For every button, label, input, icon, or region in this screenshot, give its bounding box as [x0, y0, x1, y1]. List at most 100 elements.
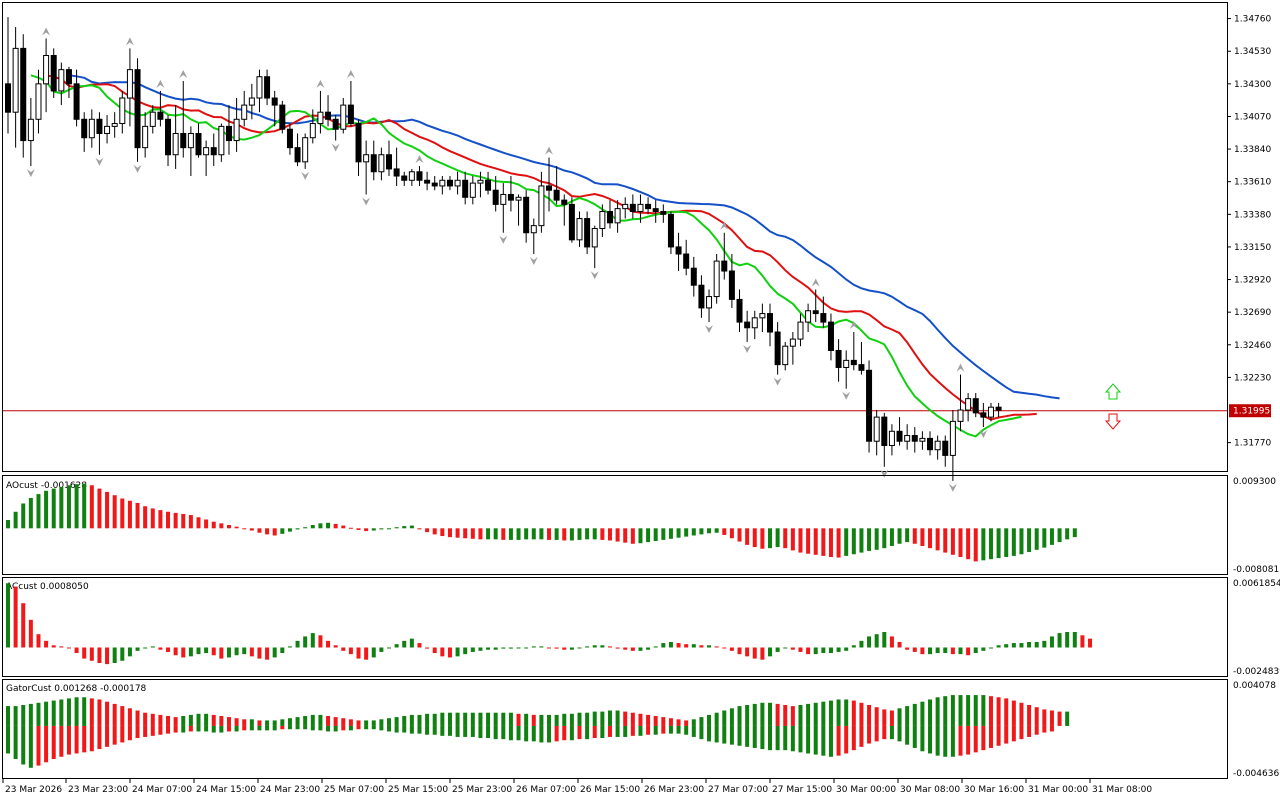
- histogram-bar-down: [181, 513, 186, 529]
- histogram-bar-down: [600, 528, 605, 540]
- fractal-down-icon: [133, 164, 142, 173]
- candle: [203, 140, 210, 177]
- gator-upper-bar: [59, 699, 64, 726]
- histogram-bar-down: [158, 510, 163, 529]
- gator-lower-bar: [539, 725, 544, 743]
- bull-candle-body: [363, 154, 370, 163]
- bear-candle-body: [134, 69, 141, 149]
- candle: [347, 81, 354, 127]
- candle: [721, 232, 728, 280]
- histogram-bar-up: [387, 528, 391, 530]
- candle: [43, 38, 50, 113]
- histogram-bar-down: [173, 647, 178, 656]
- gator-lower-bar: [440, 725, 445, 736]
- histogram-bar-down: [341, 525, 346, 529]
- gator-lower-bar: [714, 725, 719, 743]
- gator-upper-bar: [912, 703, 917, 726]
- histogram-bar-down: [737, 647, 742, 655]
- candle: [126, 48, 133, 127]
- bear-candle-body: [858, 364, 865, 371]
- histogram-bar-down: [447, 528, 452, 538]
- histogram-bar-up: [661, 643, 666, 648]
- fractal-up-icon: [849, 321, 858, 330]
- gator-lower-bar: [341, 725, 346, 731]
- candle: [827, 313, 834, 361]
- bear-candle-body: [942, 440, 949, 456]
- histogram-bar-up: [600, 645, 605, 648]
- gator-lower-bar: [859, 725, 864, 747]
- histogram-bar-up: [303, 636, 308, 648]
- histogram-bar-up: [1049, 528, 1054, 545]
- gator-lower-bar: [333, 725, 338, 732]
- histogram-bar-up: [577, 647, 582, 649]
- gator-lower-bar: [455, 725, 460, 737]
- gator-upper-bar: [722, 710, 727, 726]
- candle: [401, 171, 408, 186]
- gator-upper-bar: [166, 716, 171, 726]
- histogram-bar-down: [219, 523, 224, 529]
- histogram-bar-down: [211, 521, 216, 529]
- fractal-down-icon: [95, 157, 104, 166]
- histogram-bar-up: [1042, 528, 1047, 548]
- histogram-bar-down: [630, 647, 635, 651]
- candle: [843, 350, 850, 389]
- histogram-bar-up: [463, 647, 468, 655]
- ac-pane[interactable]: ACcust 0.0008050 0.0061854 -0.0024839: [2, 577, 1280, 678]
- gator-lower-bar: [135, 725, 140, 739]
- histogram-bar-up: [1057, 633, 1062, 648]
- gator-upper-bar: [364, 720, 369, 726]
- gator-upper-bar: [768, 702, 772, 726]
- bull-candle-body: [477, 179, 484, 184]
- gator-lower-bar: [928, 725, 933, 754]
- bear-candle-body: [896, 430, 903, 442]
- gator-upper-bar: [173, 717, 178, 726]
- bull-candle-body: [843, 359, 850, 368]
- bear-candle-body: [721, 260, 728, 272]
- gator-lower-bar: [1042, 725, 1047, 733]
- gator-lower-bar: [82, 725, 87, 753]
- histogram-bar-down: [219, 647, 224, 659]
- histogram-bar-up: [981, 528, 986, 561]
- gator-lower-bar: [89, 725, 94, 752]
- gator-lower-bar: [966, 725, 971, 755]
- bull-candle-body: [439, 179, 446, 187]
- bear-candle-body: [561, 199, 568, 205]
- alligator-jaw-line: [68, 74, 1060, 400]
- histogram-bar-down: [204, 519, 209, 529]
- fractal-down-icon: [499, 235, 508, 244]
- gator-upper-bar: [920, 701, 925, 726]
- time-tick-label: 25 Mar 23:00: [452, 785, 512, 795]
- gator-upper-bar: [493, 712, 498, 726]
- gator-upper-bar: [348, 719, 353, 726]
- histogram-bar-down: [1080, 635, 1085, 648]
- gator-lower-bar: [874, 725, 879, 742]
- gator-upper-bar: [996, 697, 1001, 726]
- histogram-bar-down: [364, 647, 369, 660]
- histogram-bar-up: [1004, 644, 1009, 648]
- price-tick-label: 1.34760: [1234, 15, 1271, 25]
- ao-label: AOcust -0.001628: [6, 481, 87, 491]
- gator-upper-bar: [783, 704, 788, 726]
- candle: [576, 211, 583, 247]
- candle: [599, 204, 606, 237]
- candle: [888, 424, 895, 456]
- bear-candle-body: [690, 267, 697, 286]
- bull-candle-body: [241, 104, 248, 120]
- candle: [667, 211, 674, 255]
- gator-pane[interactable]: GatorCust 0.001268 -0.000178 0.004078 -0…: [2, 679, 1280, 780]
- time-tick-label: 31 Mar 00:00: [1028, 785, 1088, 795]
- gator-upper-bar: [607, 710, 612, 726]
- histogram-bar-down: [729, 647, 734, 651]
- histogram-bar-up: [851, 528, 856, 555]
- gator-lower-bar: [21, 725, 26, 765]
- histogram-bar-up: [668, 641, 673, 648]
- price-pane[interactable]: 1.34760 1.34530 1.34300 1.34070 1.33840 1.336…: [2, 2, 1272, 492]
- candle: [187, 126, 194, 177]
- price-tick-label: 1.33610: [1234, 178, 1271, 188]
- candle: [904, 424, 911, 450]
- gator-lower-bar: [1034, 725, 1039, 735]
- histogram-bar-up: [394, 644, 399, 648]
- gator-lower-bar: [996, 725, 1001, 746]
- ao-pane[interactable]: AOcust -0.001628 0.009300 -0.008081: [2, 475, 1280, 576]
